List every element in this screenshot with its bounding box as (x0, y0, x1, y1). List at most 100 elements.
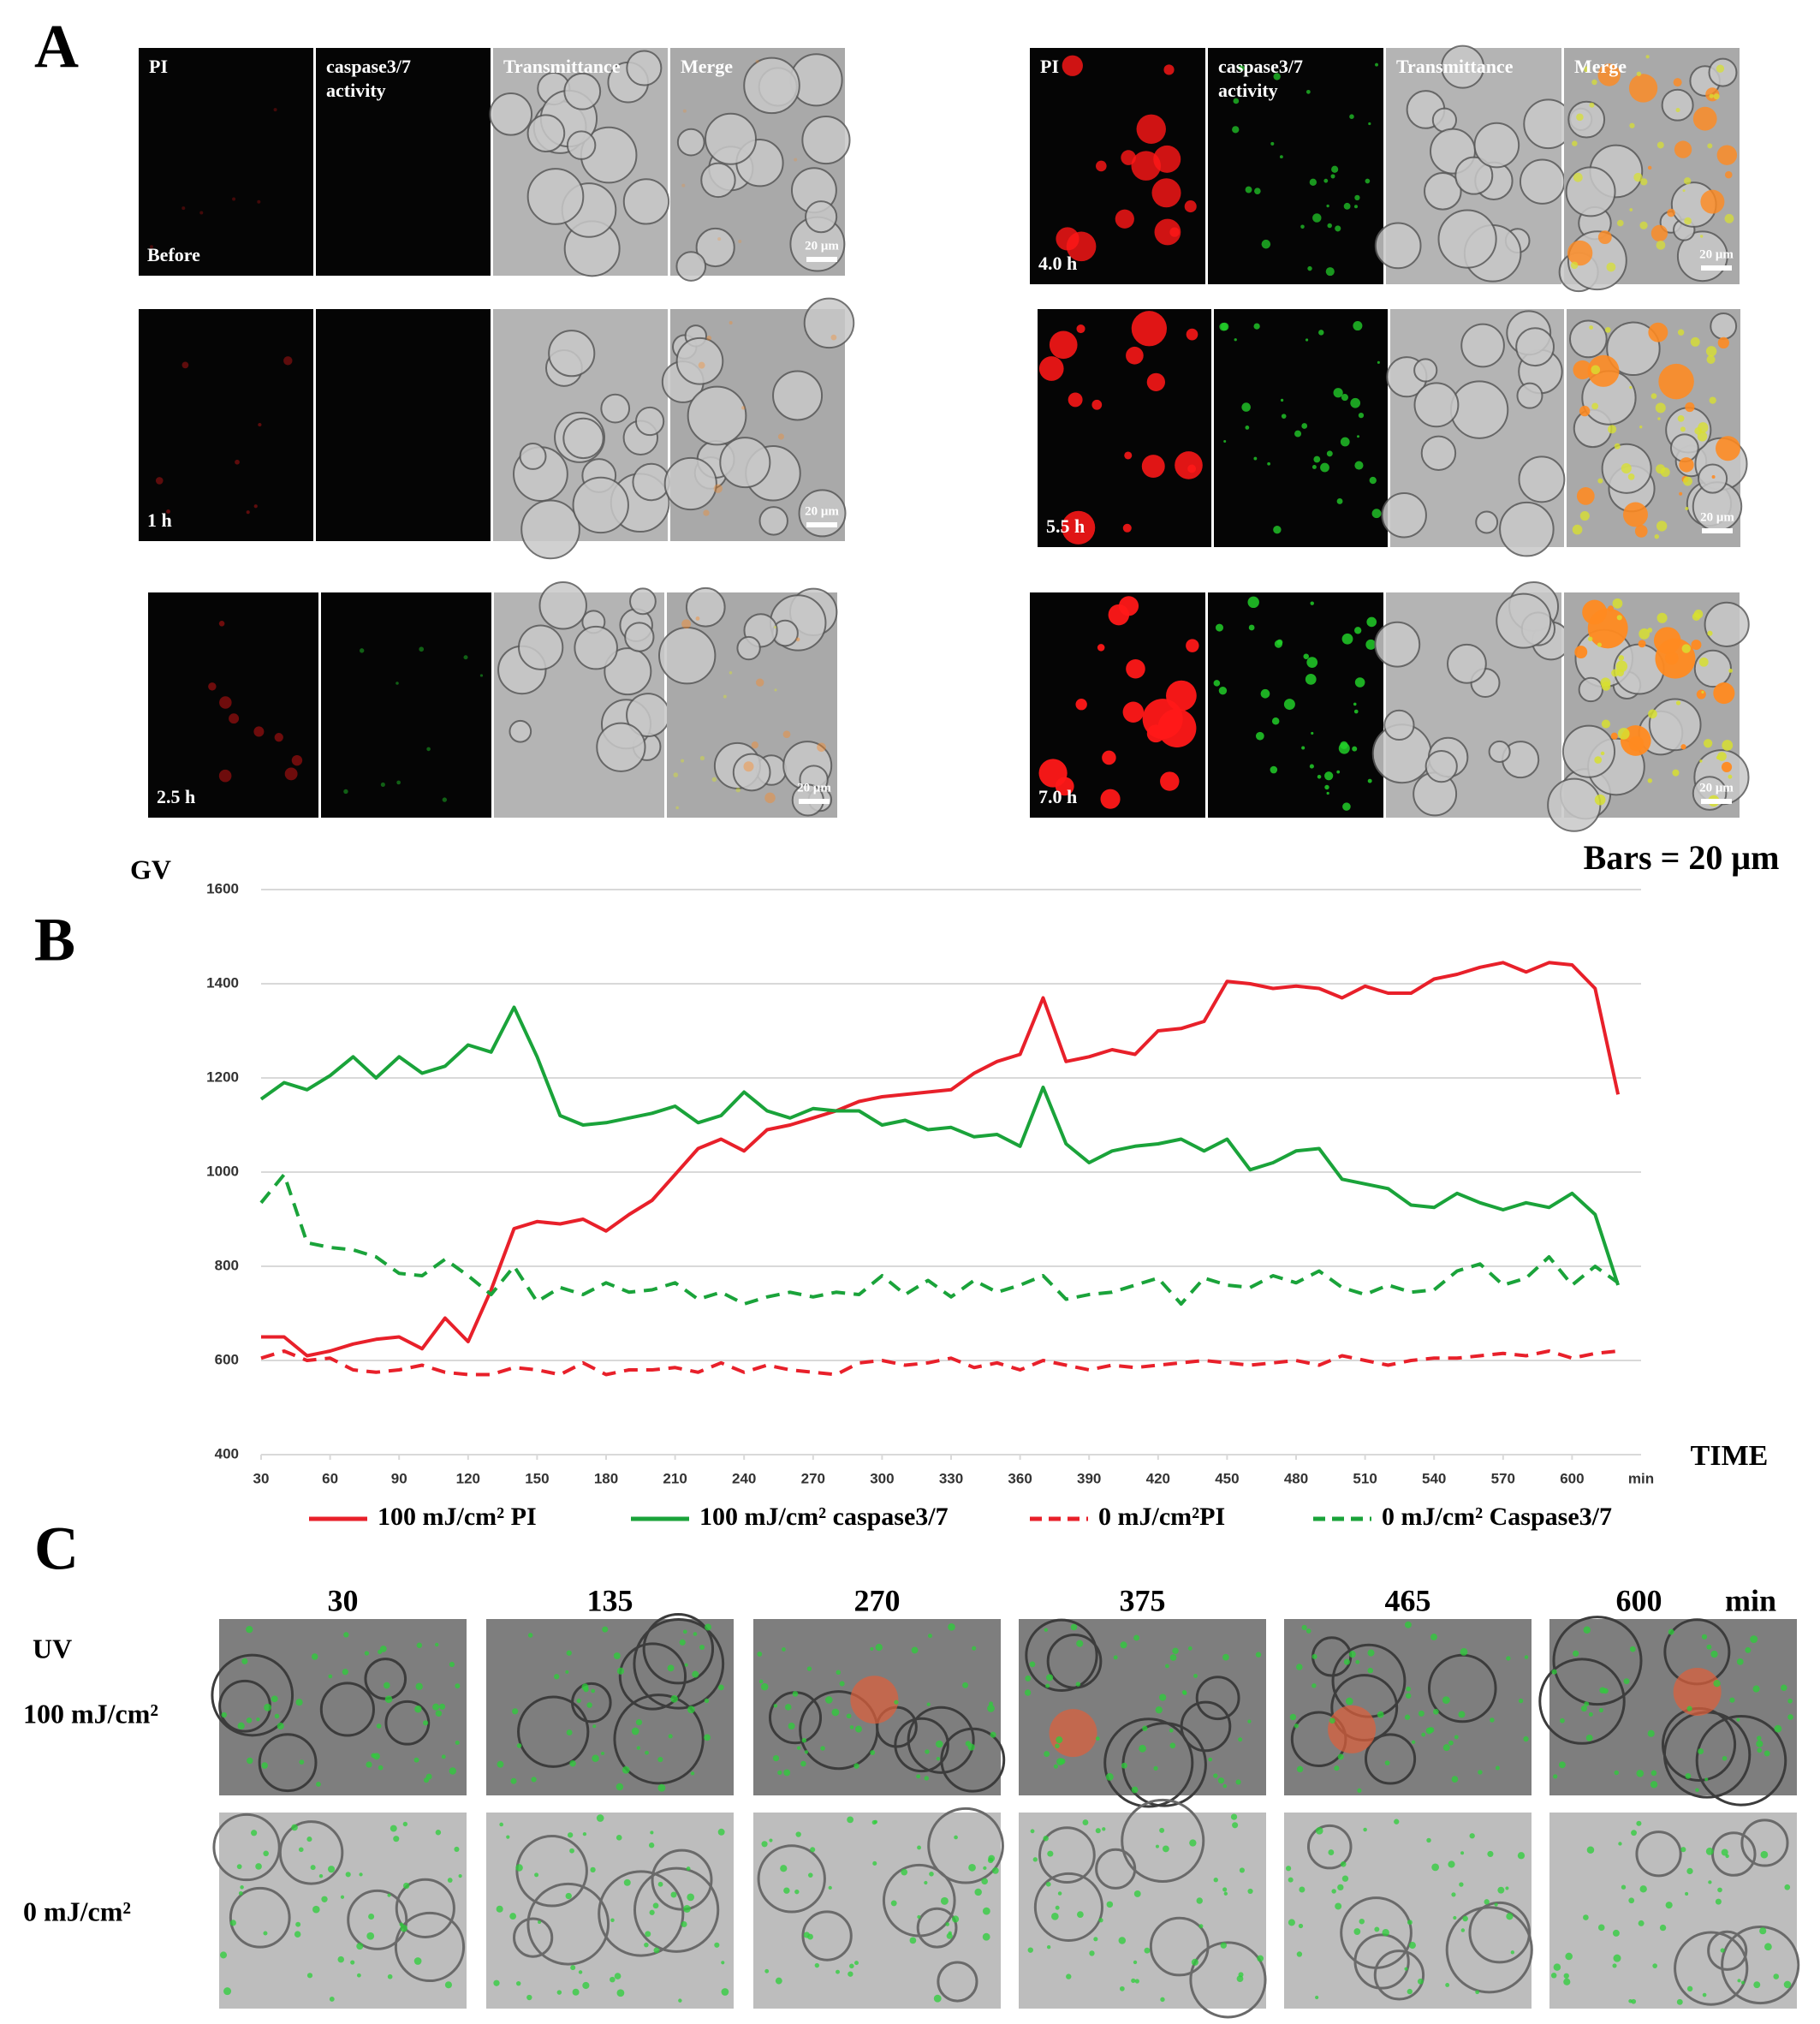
cell (1552, 1616, 1643, 1706)
caspase-signal (1759, 1927, 1767, 1935)
caspase-signal (1121, 1762, 1127, 1769)
caspase-signal (1652, 1963, 1657, 1968)
caspase-signal (1353, 709, 1359, 714)
caspase-signal (1459, 1882, 1464, 1887)
caspase-signal (570, 1965, 576, 1971)
caspase-signal (345, 1872, 351, 1878)
caspase-signal (1411, 1740, 1416, 1744)
cell (1413, 382, 1460, 428)
caspase-signal (1377, 360, 1380, 364)
caspase-signal (1337, 1884, 1344, 1891)
cell (1413, 358, 1438, 383)
caspase-signal (264, 1703, 272, 1711)
caspase-signal (1213, 1878, 1218, 1883)
cell (1648, 698, 1702, 752)
cell (526, 114, 566, 152)
cell (705, 112, 757, 165)
caspase-signal (1276, 639, 1283, 646)
caspase-signal (1612, 1963, 1617, 1968)
caspase-signal (1686, 1867, 1693, 1875)
caspase-signal (1631, 1998, 1637, 2004)
caspase-signal (1650, 1770, 1657, 1777)
caspase-signal (1404, 1621, 1412, 1628)
caspase-signal (576, 1698, 581, 1704)
x-axis-label: TIME (1691, 1440, 1769, 1472)
caspase-signal (1586, 1846, 1595, 1854)
pi-signal (1049, 330, 1078, 360)
pi-signal (1068, 392, 1083, 408)
pi-signal (1597, 230, 1612, 245)
micrograph-bg (1549, 1619, 1797, 1795)
caspase-signal (1098, 1918, 1103, 1923)
caspase-signal (761, 1841, 768, 1848)
cell (1095, 1848, 1137, 1890)
cell (757, 1844, 826, 1914)
caspase-signal (616, 1667, 625, 1675)
caspase-signal (569, 1760, 576, 1767)
timepoint-label: 1 h (147, 509, 172, 531)
caspase-signal (1024, 1689, 1032, 1696)
pi-signal (1163, 64, 1175, 75)
caspase-signal (1053, 1764, 1059, 1769)
caspase-signal (1639, 1885, 1647, 1893)
caspase-signal (1325, 267, 1335, 277)
caspase-signal (652, 1902, 659, 1909)
caspase-signal (1363, 1827, 1367, 1832)
caspase-signal (1681, 644, 1691, 653)
timepoint-label: 5.5 h (1046, 515, 1085, 537)
caspase-signal (1366, 616, 1377, 628)
caspase-signal (686, 1866, 691, 1871)
caspase-signal (396, 682, 399, 685)
caspase-signal (1685, 1891, 1689, 1896)
caspase-signal (871, 1819, 877, 1825)
micrograph-bg (139, 309, 313, 541)
x-tick-label: 510 (1353, 1470, 1377, 1486)
pi-signal (1658, 363, 1694, 400)
cell (1446, 643, 1487, 684)
caspase-signal (1615, 660, 1628, 673)
caspase-signal (1076, 1640, 1084, 1647)
caspase-signal (1187, 1646, 1193, 1651)
caspase-signal (1315, 1826, 1323, 1835)
caspase-signal (648, 1842, 655, 1848)
cell (1306, 1824, 1353, 1870)
caspase-signal (1757, 1735, 1762, 1741)
cell (632, 462, 670, 502)
caspase-signal (1365, 178, 1371, 184)
caspase-signal (255, 1863, 262, 1870)
caspase-signal (1301, 1624, 1307, 1630)
caspase-signal (735, 787, 740, 793)
cell (1674, 1931, 1749, 2006)
caspase-signal (1245, 186, 1252, 193)
pi-signal (1131, 311, 1167, 347)
caspase-signal (1707, 143, 1713, 149)
pi-signal (273, 108, 277, 112)
x-tick-label: 90 (391, 1470, 407, 1486)
caspase-signal (1155, 1706, 1163, 1714)
pi-signal (258, 422, 262, 427)
caspase-signal (690, 1771, 695, 1776)
y-tick-label: 600 (215, 1351, 239, 1367)
pi-signal (1141, 455, 1165, 479)
caspase-signal (1029, 1661, 1036, 1668)
caspase-signal (1169, 1654, 1177, 1661)
pi-signal (1679, 491, 1683, 496)
cell (1488, 740, 1511, 763)
caspase-signal (668, 1734, 673, 1739)
caspase-signal (318, 1873, 324, 1878)
legend-label: 100 mJ/cm² PI (378, 1503, 537, 1531)
caspase-signal (310, 1865, 316, 1871)
micrograph-bg (321, 592, 491, 818)
micrograph (658, 586, 838, 818)
caspase-signal (667, 1664, 675, 1672)
caspase-signal (1283, 699, 1295, 711)
caspase-signal (592, 1754, 599, 1763)
caspase-signal (839, 1681, 845, 1687)
caspase-signal (578, 1970, 583, 1974)
caspase-signal (1623, 1678, 1630, 1685)
caspase-signal (1650, 393, 1657, 399)
series-line (259, 1005, 1621, 1286)
caspase-signal (1716, 755, 1721, 760)
caspase-signal (1404, 1714, 1411, 1720)
pi-signal (1126, 658, 1145, 679)
